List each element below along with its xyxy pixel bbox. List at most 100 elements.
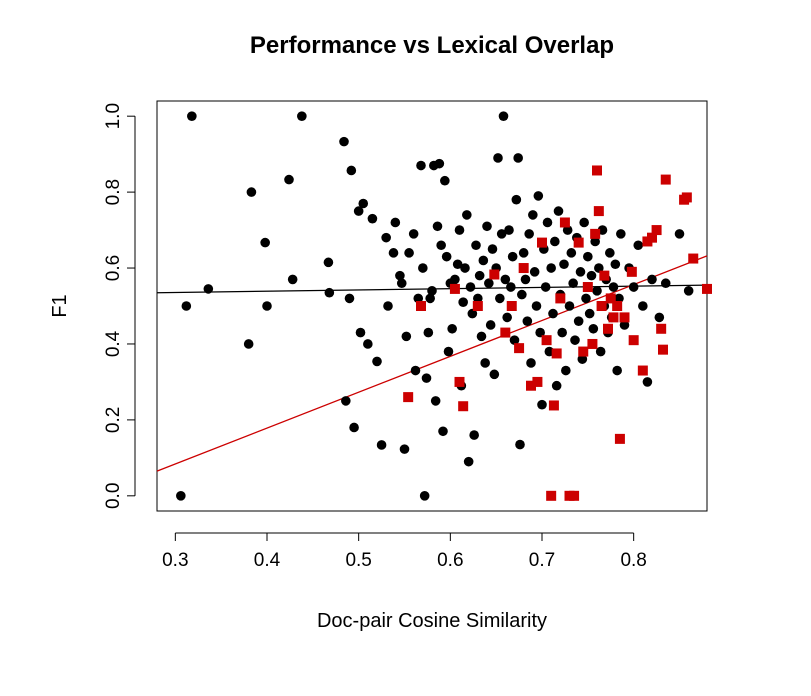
data-point-square <box>559 217 570 228</box>
data-point-circle <box>612 365 622 376</box>
data-point-circle <box>487 244 498 254</box>
data-point-circle <box>473 293 483 304</box>
data-point-circle <box>262 301 272 311</box>
data-point-circle <box>399 444 410 454</box>
data-point-circle <box>396 278 407 289</box>
data-point-circle <box>452 259 463 270</box>
data-point-circle <box>447 323 457 334</box>
data-point-circle <box>557 327 567 338</box>
data-point-circle <box>489 369 500 380</box>
data-point-square <box>656 323 667 334</box>
data-point-square <box>599 270 610 281</box>
data-point-square <box>702 283 712 294</box>
data-point-square <box>626 266 637 277</box>
data-point-square <box>647 232 657 243</box>
data-point-circle <box>638 301 648 311</box>
data-point-circle <box>395 270 405 281</box>
data-point-circle <box>628 282 639 292</box>
data-point-circle <box>506 282 516 292</box>
data-point-circle <box>425 293 435 304</box>
data-point-square <box>526 380 536 391</box>
data-point-circle <box>608 282 619 292</box>
x-tick-label: 0.8 <box>620 550 646 571</box>
data-point-square <box>458 401 469 412</box>
data-point-circle <box>346 165 357 176</box>
data-point-square <box>605 293 616 304</box>
data-point-circle <box>440 175 450 186</box>
data-point-square <box>587 338 598 349</box>
data-point-circle <box>339 136 349 147</box>
data-point-circle <box>358 198 369 209</box>
data-point-circle <box>586 270 597 281</box>
x-tick-label: 0.6 <box>437 550 463 571</box>
data-point-circle <box>458 297 468 308</box>
y-tick-label: 0.2 <box>103 407 124 433</box>
data-point-circle <box>297 111 307 121</box>
data-point-circle <box>408 229 419 239</box>
data-point-circle <box>561 365 571 376</box>
data-point-circle <box>284 174 294 185</box>
data-point-circle <box>460 263 470 273</box>
data-point-square <box>546 490 557 501</box>
data-point-circle <box>548 308 558 319</box>
data-point-circle <box>349 422 359 433</box>
data-point-circle <box>518 248 529 258</box>
data-point-circle <box>427 286 437 296</box>
y-axis: 0.0 0.2 0.4 0.6 0.8 1.0 <box>103 103 136 509</box>
data-point-circle <box>500 274 511 285</box>
x-tick-label: 0.3 <box>162 550 188 571</box>
data-point-circle <box>404 248 414 258</box>
x-tick-label: 0.4 <box>254 550 281 571</box>
data-point-square <box>548 400 559 411</box>
data-point-circle <box>187 111 197 121</box>
data-point-circle <box>436 240 446 251</box>
y-tick-label: 0.0 <box>103 483 124 509</box>
data-point-circle <box>570 335 580 345</box>
data-point-circle <box>605 248 615 258</box>
data-point-circle <box>647 274 657 285</box>
y-tick-label: 0.4 <box>103 330 124 357</box>
data-point-circle <box>181 301 192 311</box>
data-point-circle <box>355 327 366 338</box>
x-axis-label: Doc-pair Cosine Similarity <box>317 610 547 632</box>
data-point-circle <box>504 225 514 235</box>
data-point-circle <box>454 225 465 235</box>
data-point-circle <box>581 293 591 304</box>
data-point-square <box>514 343 525 354</box>
data-point-circle <box>323 257 334 268</box>
data-point-circle <box>502 312 512 323</box>
data-point-square <box>619 312 630 323</box>
plot-frame <box>156 100 708 512</box>
data-point-square <box>449 283 460 294</box>
data-point-square <box>472 301 483 311</box>
y-tick-label: 1.0 <box>103 103 124 129</box>
data-point-circle <box>467 308 478 319</box>
data-point-circle <box>421 373 432 383</box>
data-point-circle <box>509 335 520 345</box>
data-point-circle <box>441 251 452 262</box>
data-point-circle <box>434 158 445 169</box>
data-point-circle <box>520 274 531 285</box>
data-point-circle <box>575 267 586 277</box>
data-point-square <box>500 327 511 338</box>
data-point-circle <box>243 339 254 349</box>
data-point-circle <box>562 225 573 235</box>
data-point-square <box>537 237 547 248</box>
data-point-square <box>596 301 607 311</box>
data-point-circle <box>522 316 533 326</box>
data-point-circle <box>419 491 430 501</box>
data-point-circle <box>542 217 553 228</box>
data-point-circle <box>540 282 551 292</box>
data-point-square <box>614 433 625 444</box>
data-point-circle <box>476 331 487 342</box>
data-point-square <box>506 301 517 311</box>
data-point-square <box>569 490 580 501</box>
data-point-square <box>603 323 613 334</box>
data-point-circle <box>550 236 560 247</box>
data-point-circle <box>353 206 364 216</box>
data-point-circle <box>388 248 399 258</box>
data-point-circle <box>450 274 460 285</box>
data-point-circle <box>592 286 602 296</box>
data-point-square <box>592 165 602 176</box>
data-point-circle <box>418 263 428 273</box>
